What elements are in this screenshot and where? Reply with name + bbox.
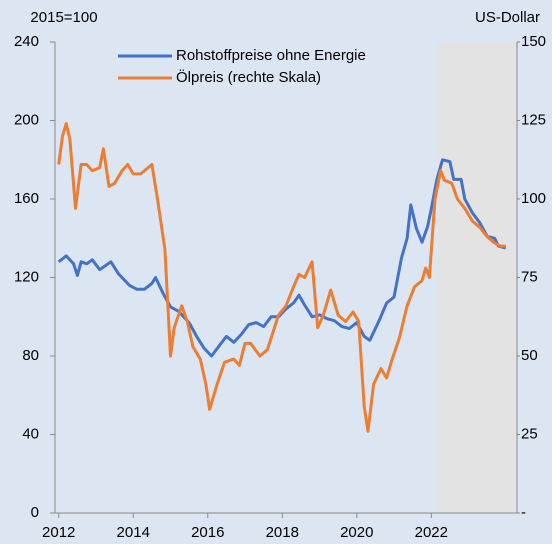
y2-tick-label: 75 xyxy=(521,268,538,285)
y2-tick-label: 100 xyxy=(521,190,546,207)
x-tick-label: 2016 xyxy=(191,524,224,541)
y-axis-label: 2015=100 xyxy=(30,9,97,26)
legend-label: Ölpreis (rechte Skala) xyxy=(176,68,321,86)
y2-tick-label: 125 xyxy=(521,111,546,128)
shaded-region xyxy=(436,42,517,513)
y2-tick-label: 25 xyxy=(521,425,538,442)
y-tick-label: 240 xyxy=(14,33,39,50)
x-tick-label: 2020 xyxy=(340,524,373,541)
x-tick-label: 2014 xyxy=(117,524,150,541)
y2-axis-label: US-Dollar xyxy=(475,9,540,26)
y-tick-label: 200 xyxy=(14,111,39,128)
data-line xyxy=(57,122,506,433)
y2-tick-label: 50 xyxy=(521,347,538,364)
x-tick-label: 2018 xyxy=(266,524,299,541)
y-tick-label: 160 xyxy=(14,190,39,207)
y2-tick-label: - xyxy=(521,504,526,521)
legend-label: Rohstoffpreise ohne Energie xyxy=(176,47,366,64)
y-tick-label: 80 xyxy=(22,347,39,364)
x-tick-label: 2022 xyxy=(415,524,448,541)
y-tick-label: 120 xyxy=(14,268,39,285)
y-tick-label: 40 xyxy=(22,425,39,442)
x-tick-label: 2012 xyxy=(42,524,75,541)
y-tick-label: 0 xyxy=(31,504,39,521)
y2-tick-label: 150 xyxy=(521,33,546,50)
data-line xyxy=(57,158,507,358)
